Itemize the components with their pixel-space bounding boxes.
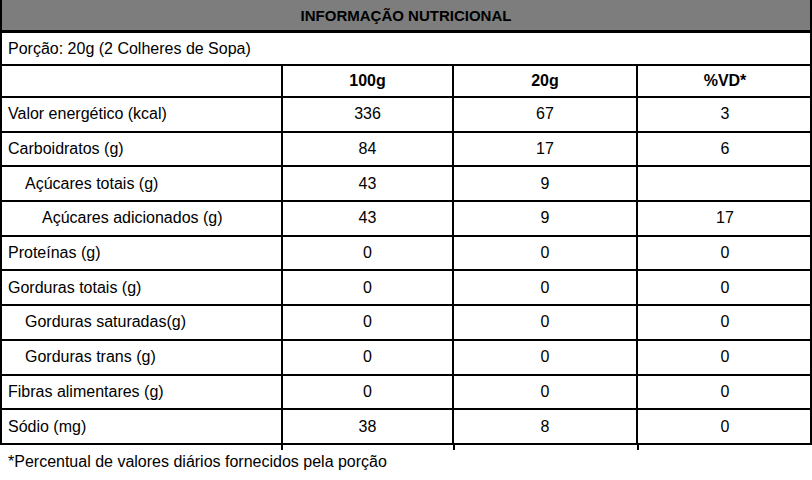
serving-size-row: Porção: 20g (2 Colheres de Sopa) [0,33,812,66]
row-label: Carboidratos (g) [0,133,283,166]
row-label: Açúcares totais (g) [0,167,283,200]
row-label: Sódio (mg) [0,410,283,443]
value-100g: 0 [283,271,454,304]
value-20g: 0 [454,306,638,339]
table-body: Valor energético (kcal) 336 67 3 Carboid… [0,98,812,445]
value-20g: 17 [454,133,638,166]
value-vd: 0 [638,341,812,374]
value-vd [638,167,812,200]
value-100g: 0 [283,237,454,270]
row-label: Gorduras trans (g) [0,341,283,374]
row-label: Fibras alimentares (g) [0,376,283,409]
row-label: Proteínas (g) [0,237,283,270]
row-label: Valor energético (kcal) [0,98,283,131]
value-vd: 6 [638,133,812,166]
table-row: Fibras alimentares (g) 0 0 0 [0,376,812,411]
value-vd: 0 [638,376,812,409]
nutrition-label-title-bar: INFORMAÇÃO NUTRICIONAL [0,0,812,33]
value-20g: 9 [454,202,638,235]
value-100g: 0 [283,306,454,339]
value-100g: 336 [283,98,454,131]
column-header-vd: %VD* [638,66,812,96]
column-header-blank [0,66,283,96]
value-vd: 3 [638,98,812,131]
table-row: Açúcares adicionados (g) 43 9 17 [0,202,812,237]
border-stub [637,445,639,450]
table-row: Açúcares totais (g) 43 9 [0,167,812,202]
table-row: Valor energético (kcal) 336 67 3 [0,98,812,133]
value-vd: 0 [638,237,812,270]
value-vd: 0 [638,410,812,443]
table-left-border [0,0,2,445]
value-20g: 0 [454,341,638,374]
footnote-row: *Percentual de valores diários fornecido… [0,445,812,480]
value-20g: 67 [454,98,638,131]
table-row: Gorduras totais (g) 0 0 0 [0,271,812,306]
value-100g: 84 [283,133,454,166]
value-20g: 0 [454,237,638,270]
value-100g: 38 [283,410,454,443]
value-vd: 0 [638,271,812,304]
row-label: Açúcares adicionados (g) [0,202,283,235]
value-100g: 43 [283,202,454,235]
row-label: Gorduras saturadas(g) [0,306,283,339]
table-row: Gorduras saturadas(g) 0 0 0 [0,306,812,341]
border-stub [281,445,283,450]
value-vd: 0 [638,306,812,339]
border-stub [453,445,455,450]
footnote-text: *Percentual de valores diários fornecido… [8,453,387,471]
value-20g: 0 [454,271,638,304]
value-100g: 0 [283,376,454,409]
value-100g: 0 [283,341,454,374]
table-row: Gorduras trans (g) 0 0 0 [0,341,812,376]
nutrition-label: INFORMAÇÃO NUTRICIONAL Porção: 20g (2 Co… [0,0,812,480]
serving-size-text: Porção: 20g (2 Colheres de Sopa) [8,40,251,58]
column-header-100g: 100g [283,66,454,96]
row-label: Gorduras totais (g) [0,271,283,304]
value-20g: 9 [454,167,638,200]
value-100g: 43 [283,167,454,200]
table-row: Carboidratos (g) 84 17 6 [0,133,812,168]
value-vd: 17 [638,202,812,235]
column-header-20g: 20g [454,66,638,96]
page-title: INFORMAÇÃO NUTRICIONAL [301,7,512,24]
value-20g: 8 [454,410,638,443]
value-20g: 0 [454,376,638,409]
table-row: Proteínas (g) 0 0 0 [0,237,812,272]
table-header-row: 100g 20g %VD* [0,66,812,98]
table-row: Sódio (mg) 38 8 0 [0,410,812,445]
